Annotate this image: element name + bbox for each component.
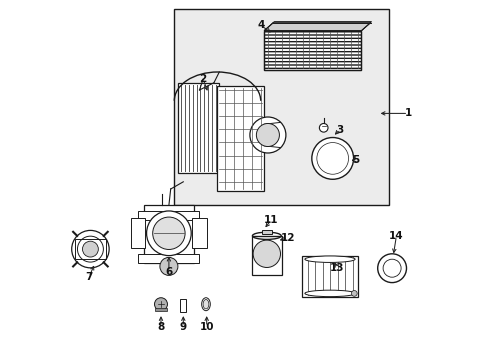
Bar bbox=[264, 31, 361, 70]
Ellipse shape bbox=[201, 298, 210, 311]
Text: 6: 6 bbox=[165, 267, 172, 277]
Text: 4: 4 bbox=[257, 20, 264, 30]
Text: 9: 9 bbox=[180, 322, 186, 332]
Text: 12: 12 bbox=[280, 233, 294, 243]
Circle shape bbox=[382, 259, 400, 277]
Polygon shape bbox=[192, 218, 206, 248]
Text: 13: 13 bbox=[329, 263, 344, 273]
Circle shape bbox=[82, 241, 98, 257]
Circle shape bbox=[253, 240, 280, 267]
Bar bbox=[75, 239, 105, 259]
Text: 11: 11 bbox=[264, 215, 278, 225]
Polygon shape bbox=[138, 254, 199, 263]
Text: 2: 2 bbox=[199, 74, 206, 84]
Ellipse shape bbox=[304, 256, 354, 262]
Polygon shape bbox=[143, 205, 194, 263]
Circle shape bbox=[311, 138, 353, 179]
Polygon shape bbox=[264, 22, 371, 31]
Text: 3: 3 bbox=[336, 125, 343, 135]
Ellipse shape bbox=[203, 300, 208, 309]
Circle shape bbox=[249, 117, 285, 153]
Bar bbox=[217, 86, 264, 191]
Polygon shape bbox=[131, 218, 145, 248]
Bar bbox=[302, 256, 357, 297]
Circle shape bbox=[146, 211, 191, 256]
Bar bbox=[264, 31, 361, 70]
Text: 8: 8 bbox=[157, 322, 164, 332]
Text: 14: 14 bbox=[388, 231, 403, 241]
Circle shape bbox=[351, 291, 356, 296]
Circle shape bbox=[377, 254, 406, 283]
Circle shape bbox=[256, 123, 279, 147]
Bar bbox=[178, 83, 219, 173]
Circle shape bbox=[72, 230, 109, 268]
Polygon shape bbox=[138, 211, 199, 220]
Polygon shape bbox=[264, 23, 370, 31]
Circle shape bbox=[316, 143, 348, 174]
Bar bbox=[251, 236, 282, 275]
Bar bbox=[155, 308, 166, 311]
Text: 5: 5 bbox=[352, 155, 359, 165]
Circle shape bbox=[77, 236, 103, 262]
Circle shape bbox=[160, 257, 178, 275]
Circle shape bbox=[152, 217, 185, 249]
Bar bbox=[180, 299, 186, 312]
Bar bbox=[261, 230, 271, 234]
Ellipse shape bbox=[252, 232, 281, 239]
Text: 1: 1 bbox=[404, 108, 411, 118]
Text: 7: 7 bbox=[85, 272, 93, 282]
Ellipse shape bbox=[304, 290, 354, 297]
Circle shape bbox=[154, 298, 167, 311]
Text: 10: 10 bbox=[199, 322, 214, 332]
Polygon shape bbox=[174, 9, 387, 205]
Circle shape bbox=[319, 123, 327, 132]
